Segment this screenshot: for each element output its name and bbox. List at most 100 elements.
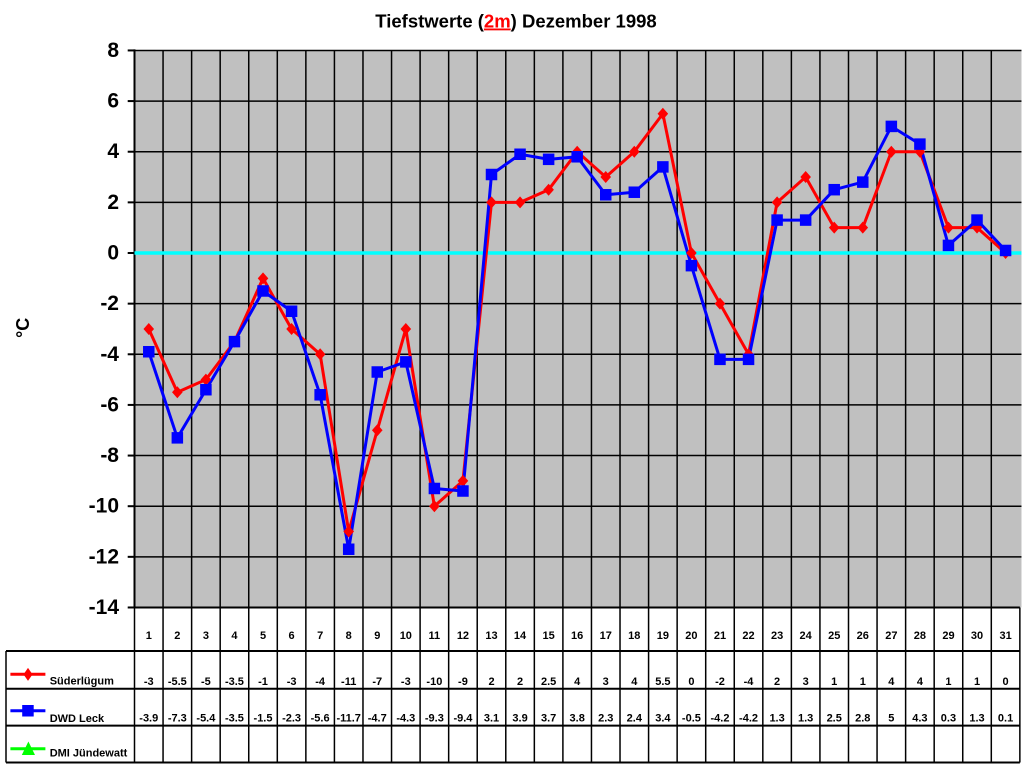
svg-text:8: 8: [346, 630, 352, 642]
svg-text:7: 7: [317, 630, 323, 642]
svg-text:1: 1: [974, 676, 980, 688]
svg-text:-4: -4: [744, 676, 755, 688]
svg-text:2.4: 2.4: [627, 713, 643, 725]
svg-text:2.5: 2.5: [541, 676, 556, 688]
svg-text:Tiefstwerte (2m) Dezember 1998: Tiefstwerte (2m) Dezember 1998: [375, 11, 656, 32]
svg-text:4: 4: [107, 140, 119, 163]
svg-text:31: 31: [999, 630, 1011, 642]
svg-text:-3.5: -3.5: [225, 713, 244, 725]
svg-text:-5: -5: [201, 676, 211, 688]
svg-text:19: 19: [657, 630, 669, 642]
svg-text:3: 3: [803, 676, 809, 688]
svg-text:1.3: 1.3: [798, 713, 813, 725]
svg-text:4: 4: [631, 676, 638, 688]
svg-text:18: 18: [628, 630, 640, 642]
svg-text:28: 28: [914, 630, 926, 642]
svg-text:-9.3: -9.3: [425, 713, 444, 725]
svg-text:-1: -1: [258, 676, 268, 688]
svg-text:-5.4: -5.4: [196, 713, 216, 725]
svg-text:-5.5: -5.5: [168, 676, 187, 688]
svg-text:1.3: 1.3: [769, 713, 784, 725]
svg-text:11: 11: [429, 630, 441, 642]
svg-text:1: 1: [831, 676, 837, 688]
svg-text:2.5: 2.5: [827, 713, 842, 725]
svg-text:-4.2: -4.2: [710, 713, 729, 725]
svg-text:6: 6: [289, 630, 295, 642]
svg-text:-8: -8: [100, 444, 119, 467]
svg-text:-7: -7: [372, 676, 382, 688]
svg-text:4: 4: [888, 676, 895, 688]
svg-text:3: 3: [603, 676, 609, 688]
svg-text:-11.7: -11.7: [336, 713, 360, 725]
svg-text:3.7: 3.7: [541, 713, 556, 725]
svg-text:3.4: 3.4: [655, 713, 671, 725]
svg-text:-4: -4: [100, 343, 119, 366]
svg-text:-4: -4: [315, 676, 326, 688]
svg-text:-3: -3: [144, 676, 154, 688]
svg-text:3.9: 3.9: [512, 713, 527, 725]
svg-text:-4.2: -4.2: [739, 713, 758, 725]
svg-text:2: 2: [488, 676, 494, 688]
svg-text:4: 4: [917, 676, 924, 688]
svg-text:-6: -6: [100, 393, 119, 416]
svg-text:3.8: 3.8: [570, 713, 585, 725]
svg-text:9: 9: [374, 630, 380, 642]
svg-text:0.3: 0.3: [941, 713, 956, 725]
svg-text:5.5: 5.5: [655, 676, 670, 688]
svg-text:24: 24: [800, 630, 813, 642]
svg-text:-11: -11: [341, 676, 356, 688]
svg-text:22: 22: [742, 630, 754, 642]
svg-text:17: 17: [600, 630, 612, 642]
svg-text:30: 30: [971, 630, 983, 642]
svg-text:10: 10: [400, 630, 412, 642]
svg-text:15: 15: [542, 630, 554, 642]
svg-text:16: 16: [571, 630, 583, 642]
svg-text:0: 0: [1003, 676, 1009, 688]
svg-text:Süderlügum: Süderlügum: [50, 676, 114, 688]
svg-text:-10: -10: [426, 676, 442, 688]
svg-text:-1.5: -1.5: [254, 713, 273, 725]
svg-text:23: 23: [771, 630, 783, 642]
svg-text:-9: -9: [458, 676, 468, 688]
svg-text:DWD Leck: DWD Leck: [50, 713, 105, 725]
svg-text:-4.3: -4.3: [396, 713, 415, 725]
svg-text:-4.7: -4.7: [368, 713, 387, 725]
svg-text:°C: °C: [13, 318, 33, 338]
svg-text:3: 3: [203, 630, 209, 642]
svg-text:5: 5: [888, 713, 894, 725]
svg-text:20: 20: [685, 630, 697, 642]
svg-text:-0.5: -0.5: [682, 713, 701, 725]
svg-text:-9.4: -9.4: [453, 713, 473, 725]
svg-text:-2: -2: [100, 292, 119, 315]
svg-text:3.1: 3.1: [484, 713, 499, 725]
svg-text:2: 2: [774, 676, 780, 688]
svg-text:21: 21: [714, 630, 726, 642]
svg-text:26: 26: [857, 630, 869, 642]
svg-text:6: 6: [107, 90, 119, 113]
svg-text:12: 12: [457, 630, 469, 642]
svg-text:13: 13: [485, 630, 497, 642]
svg-text:-5.6: -5.6: [311, 713, 330, 725]
svg-text:2: 2: [517, 676, 523, 688]
svg-text:25: 25: [828, 630, 840, 642]
svg-text:DMI Jündewatt: DMI Jündewatt: [50, 747, 128, 759]
svg-text:0: 0: [688, 676, 694, 688]
svg-text:8: 8: [107, 39, 119, 62]
svg-text:-14: -14: [89, 596, 120, 619]
svg-text:-3.5: -3.5: [225, 676, 244, 688]
svg-text:-2: -2: [715, 676, 725, 688]
svg-text:1: 1: [860, 676, 866, 688]
svg-text:4.3: 4.3: [912, 713, 927, 725]
svg-text:-12: -12: [89, 545, 119, 568]
svg-text:2: 2: [174, 630, 180, 642]
svg-text:2.8: 2.8: [855, 713, 870, 725]
svg-text:4: 4: [574, 676, 581, 688]
svg-text:-3.9: -3.9: [139, 713, 158, 725]
svg-text:1: 1: [146, 630, 152, 642]
svg-text:-2.3: -2.3: [282, 713, 301, 725]
svg-text:-3: -3: [401, 676, 411, 688]
svg-text:2: 2: [107, 191, 119, 214]
svg-text:5: 5: [260, 630, 266, 642]
svg-text:-10: -10: [89, 495, 119, 518]
svg-text:27: 27: [885, 630, 897, 642]
